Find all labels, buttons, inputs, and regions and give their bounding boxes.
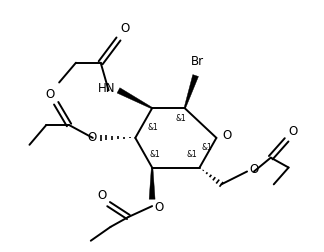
Text: O: O	[121, 22, 130, 35]
Text: &1: &1	[201, 143, 212, 152]
Text: O: O	[45, 88, 54, 101]
Text: &1: &1	[175, 114, 186, 122]
Text: O: O	[87, 131, 97, 144]
Text: O: O	[249, 163, 258, 176]
Text: O: O	[98, 189, 107, 202]
Text: O: O	[289, 125, 298, 138]
Text: &1: &1	[148, 123, 158, 133]
Text: O: O	[222, 129, 232, 142]
Polygon shape	[117, 88, 153, 109]
Text: O: O	[154, 201, 163, 214]
Polygon shape	[149, 168, 155, 199]
Text: HN: HN	[98, 82, 116, 95]
Text: Br: Br	[191, 55, 204, 68]
Polygon shape	[184, 75, 198, 108]
Text: &1: &1	[150, 150, 160, 159]
Text: &1: &1	[186, 150, 197, 159]
